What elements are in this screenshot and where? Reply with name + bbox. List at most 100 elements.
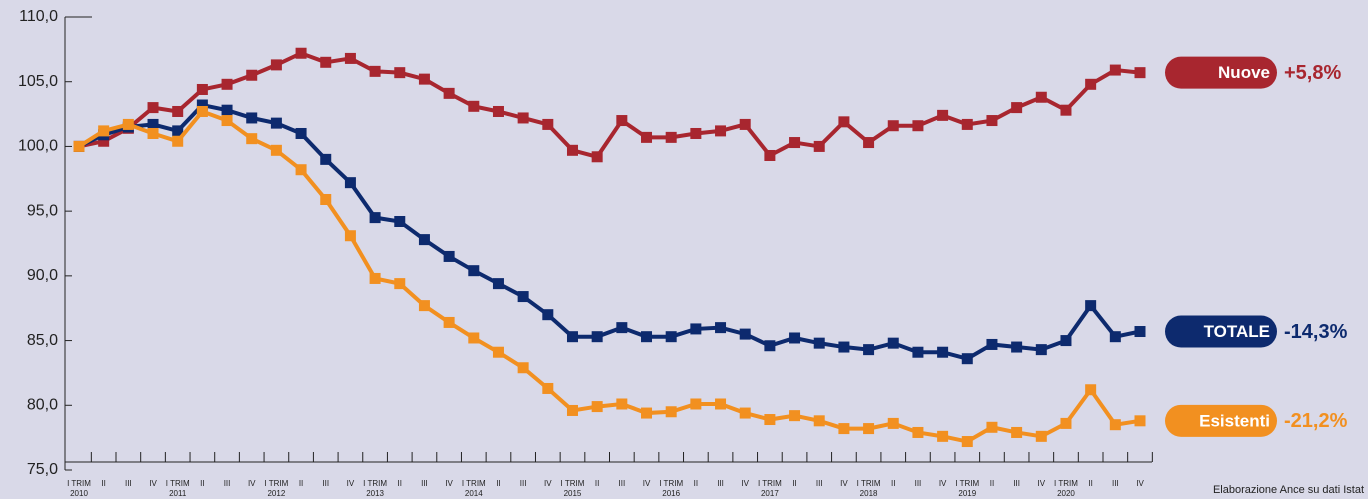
y-tick-label: 85,0: [27, 332, 58, 349]
point: [616, 398, 628, 410]
legend-change: +5,8%: [1284, 62, 1341, 84]
point: [863, 423, 875, 435]
point: [863, 344, 875, 356]
x-tick-label: I TRIM: [659, 479, 683, 488]
y-tick-label: 80,0: [27, 397, 58, 414]
point: [443, 316, 455, 328]
point: [986, 115, 998, 127]
point: [221, 115, 233, 127]
legend-label: Nuove: [1218, 63, 1270, 82]
year-label: 2015: [564, 489, 582, 498]
x-tick-label: I TRIM: [264, 479, 288, 488]
x-tick-label: IV: [643, 479, 651, 488]
point: [98, 135, 110, 147]
point: [961, 436, 973, 448]
legend-label: Esistenti: [1199, 411, 1270, 430]
point: [863, 137, 875, 149]
point: [418, 300, 430, 312]
x-tick-label: I TRIM: [758, 479, 782, 488]
x-tick-label: IV: [445, 479, 453, 488]
point: [566, 144, 578, 156]
point: [912, 346, 924, 358]
x-tick-label: I TRIM: [166, 479, 190, 488]
point: [591, 401, 603, 413]
point: [196, 99, 208, 111]
x-tick-label: III: [1013, 479, 1020, 488]
x-tick-label: I TRIM: [1054, 479, 1078, 488]
point: [887, 417, 899, 429]
point: [542, 309, 554, 321]
legend-badge: [1165, 315, 1277, 348]
point: [591, 151, 603, 163]
point: [986, 338, 998, 350]
year-label: 2012: [267, 489, 285, 498]
x-tick-label: IV: [544, 479, 552, 488]
point: [813, 415, 825, 427]
x-tick-label: I TRIM: [462, 479, 486, 488]
point: [961, 118, 973, 130]
point: [221, 104, 233, 116]
point: [961, 353, 973, 365]
x-tick-label: III: [421, 479, 428, 488]
point: [1035, 430, 1047, 442]
x-tick-label: II: [1088, 479, 1092, 488]
point: [147, 118, 159, 130]
point: [937, 346, 949, 358]
point: [838, 423, 850, 435]
year-label: 2013: [366, 489, 384, 498]
point: [270, 117, 282, 129]
x-tick-label: II: [595, 479, 599, 488]
x-tick-label: I TRIM: [561, 479, 585, 488]
point: [764, 414, 776, 426]
point: [1109, 64, 1121, 76]
point: [764, 340, 776, 352]
point: [492, 105, 504, 117]
point: [468, 265, 480, 277]
point: [369, 272, 381, 284]
year-label: 2018: [860, 489, 878, 498]
point: [1134, 326, 1146, 338]
point: [764, 149, 776, 161]
x-tick-label: IV: [347, 479, 355, 488]
x-tick-label: I TRIM: [955, 479, 979, 488]
point: [1109, 331, 1121, 343]
point: [739, 118, 751, 130]
point: [221, 78, 233, 90]
point: [394, 278, 406, 290]
point: [616, 115, 628, 127]
point: [912, 120, 924, 132]
point: [196, 105, 208, 117]
x-tick-label: III: [619, 479, 626, 488]
point: [246, 112, 258, 124]
x-tick-label: II: [694, 479, 698, 488]
x-tick-label: IV: [741, 479, 749, 488]
x-tick-label: III: [717, 479, 724, 488]
point: [517, 112, 529, 124]
point: [641, 407, 653, 419]
y-tick-label: 105,0: [18, 73, 58, 90]
point: [517, 362, 529, 374]
point: [566, 404, 578, 416]
point: [1085, 78, 1097, 90]
source-note: Elaborazione Ance su dati Istat: [1213, 484, 1364, 496]
x-tick-label: IV: [840, 479, 848, 488]
point: [1035, 91, 1047, 103]
x-tick-label: II: [299, 479, 303, 488]
point: [887, 337, 899, 349]
x-tick-label: IV: [1038, 479, 1046, 488]
legend-badge: [1165, 56, 1277, 89]
year-label: 2019: [958, 489, 976, 498]
point: [789, 332, 801, 344]
point: [838, 116, 850, 128]
point: [246, 133, 258, 145]
point: [320, 153, 332, 165]
year-label: 2020: [1057, 489, 1075, 498]
point: [641, 331, 653, 343]
point: [344, 52, 356, 64]
x-tick-label: I TRIM: [857, 479, 881, 488]
legend-change: -14,3%: [1284, 321, 1348, 343]
x-tick-label: II: [398, 479, 402, 488]
point: [1011, 426, 1023, 438]
